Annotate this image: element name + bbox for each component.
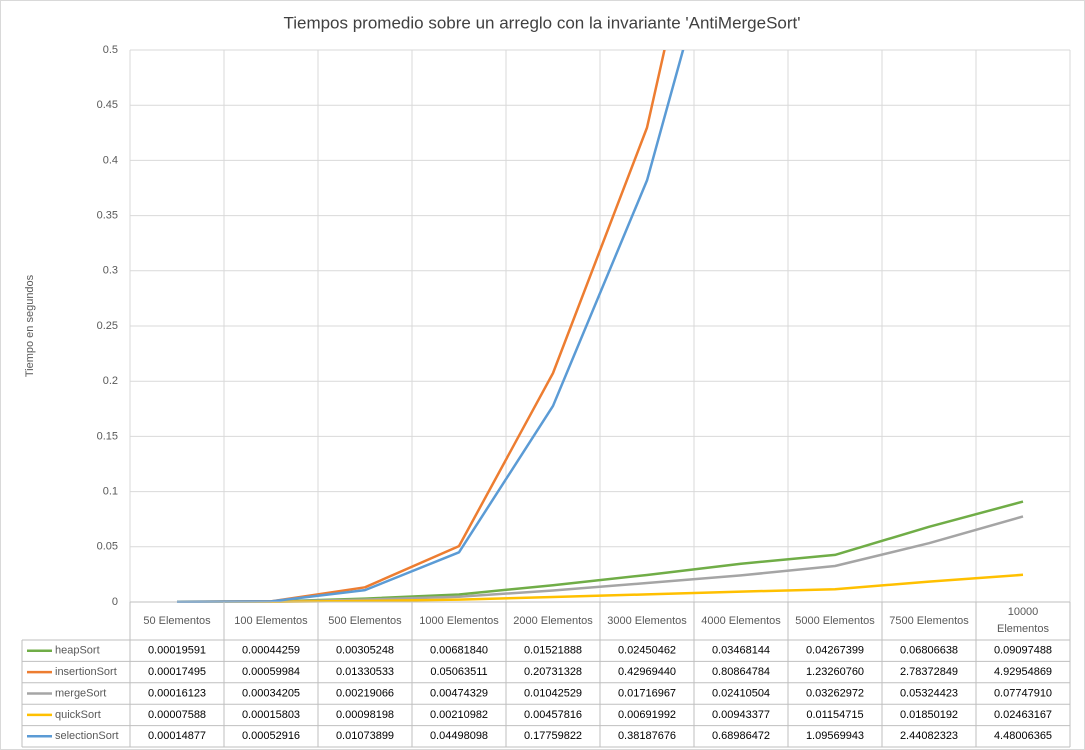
- table-value: 2.44082323: [900, 730, 958, 742]
- x-tick-label: 3000 Elementos: [607, 615, 687, 627]
- table-value: 4.92954869: [994, 666, 1052, 678]
- y-tick-label: 0.05: [97, 541, 118, 553]
- table-value: 0.68986472: [712, 730, 770, 742]
- table-value: 0.80864784: [712, 666, 770, 678]
- table-value: 0.07747910: [994, 687, 1052, 699]
- y-tick-label: 0.35: [97, 210, 118, 222]
- table-value: 0.00007588: [148, 709, 206, 721]
- table-value: 0.02463167: [994, 709, 1052, 721]
- table-value: 0.03262972: [806, 687, 864, 699]
- table-value: 0.00474329: [430, 687, 488, 699]
- x-tick-label: 1000 Elementos: [419, 615, 499, 627]
- table-value: 0.00015803: [242, 709, 300, 721]
- table-value: 0.00034205: [242, 687, 300, 699]
- table-value: 4.48006365: [994, 730, 1052, 742]
- table-value: 0.17759822: [524, 730, 582, 742]
- table-value: 0.00014877: [148, 730, 206, 742]
- table-value: 0.01042529: [524, 687, 582, 699]
- table-value: 0.00681840: [430, 645, 488, 657]
- legend-label: quickSort: [55, 709, 101, 721]
- x-tick-label: 4000 Elementos: [701, 615, 781, 627]
- table-value: 0.06806638: [900, 645, 958, 657]
- table-value: 0.01716967: [618, 687, 676, 699]
- table-value: 0.05063511: [430, 666, 487, 678]
- table-value: 0.00098198: [336, 709, 394, 721]
- table-value: 0.09097488: [994, 645, 1052, 657]
- table-value: 0.00457816: [524, 709, 582, 721]
- y-tick-label: 0.15: [97, 430, 118, 442]
- y-tick-label: 0.45: [97, 99, 118, 111]
- series-line: [176, 573, 1024, 603]
- table-value: 0.02410504: [712, 687, 770, 699]
- x-tick-label: 100 Elementos: [234, 615, 308, 627]
- y-tick-label: 0.4: [103, 154, 118, 166]
- table-value: 0.01521888: [524, 645, 582, 657]
- series-line: [176, 50, 685, 603]
- table-value: 0.01330533: [336, 666, 394, 678]
- table-value: 0.20731328: [524, 666, 582, 678]
- table-value: 0.01154715: [806, 709, 863, 721]
- table-value: 0.00044259: [242, 645, 300, 657]
- x-tick-label: 500 Elementos: [328, 615, 402, 627]
- table-value: 0.00943377: [712, 709, 770, 721]
- table-value: 0.03468144: [712, 645, 770, 657]
- table-value: 0.05324423: [900, 687, 958, 699]
- x-tick-label: 7500 Elementos: [889, 615, 969, 627]
- table-value: 0.00052916: [242, 730, 300, 742]
- series-line: [176, 50, 666, 603]
- table-value: 0.01850192: [900, 709, 958, 721]
- y-tick-label: 0.3: [103, 265, 118, 277]
- table-value: 1.23260760: [806, 666, 864, 678]
- table-value: 0.00059984: [242, 666, 300, 678]
- y-tick-label: 0.5: [103, 44, 118, 56]
- table-value: 0.00219066: [336, 687, 394, 699]
- table-value: 0.00305248: [336, 645, 394, 657]
- x-tick-label: 5000 Elementos: [795, 615, 875, 627]
- table-value: 0.00019591: [148, 645, 206, 657]
- legend-label: heapSort: [55, 645, 100, 657]
- table-value: 0.04267399: [806, 645, 864, 657]
- x-tick-label: 50 Elementos: [143, 615, 211, 627]
- legend-label: selectionSort: [55, 730, 119, 742]
- legend-label: insertionSort: [55, 666, 117, 678]
- x-tick-label: 10000 Elementos: [997, 606, 1049, 635]
- table-value: 0.42969440: [618, 666, 676, 678]
- table-value: 2.78372849: [900, 666, 958, 678]
- table-value: 1.09569943: [806, 730, 864, 742]
- table-value: 0.38187676: [618, 730, 676, 742]
- y-tick-label: 0.25: [97, 320, 118, 332]
- table-value: 0.00210982: [430, 709, 488, 721]
- table-value: 0.01073899: [336, 730, 394, 742]
- legend-label: mergeSort: [55, 687, 106, 699]
- y-tick-label: 0.1: [103, 486, 118, 498]
- table-value: 0.02450462: [618, 645, 676, 657]
- y-axis-label: Tiempo en segundos: [24, 274, 36, 377]
- x-tick-label: 2000 Elementos: [513, 615, 593, 627]
- table-value: 0.00017495: [148, 666, 206, 678]
- table-value: 0.00016123: [148, 687, 206, 699]
- chart-title: Tiempos promedio sobre un arreglo con la…: [283, 13, 800, 32]
- table-value: 0.00691992: [618, 709, 676, 721]
- y-tick-label: 0: [112, 596, 118, 608]
- y-tick-label: 0.2: [103, 375, 118, 387]
- table-value: 0.04498098: [430, 730, 488, 742]
